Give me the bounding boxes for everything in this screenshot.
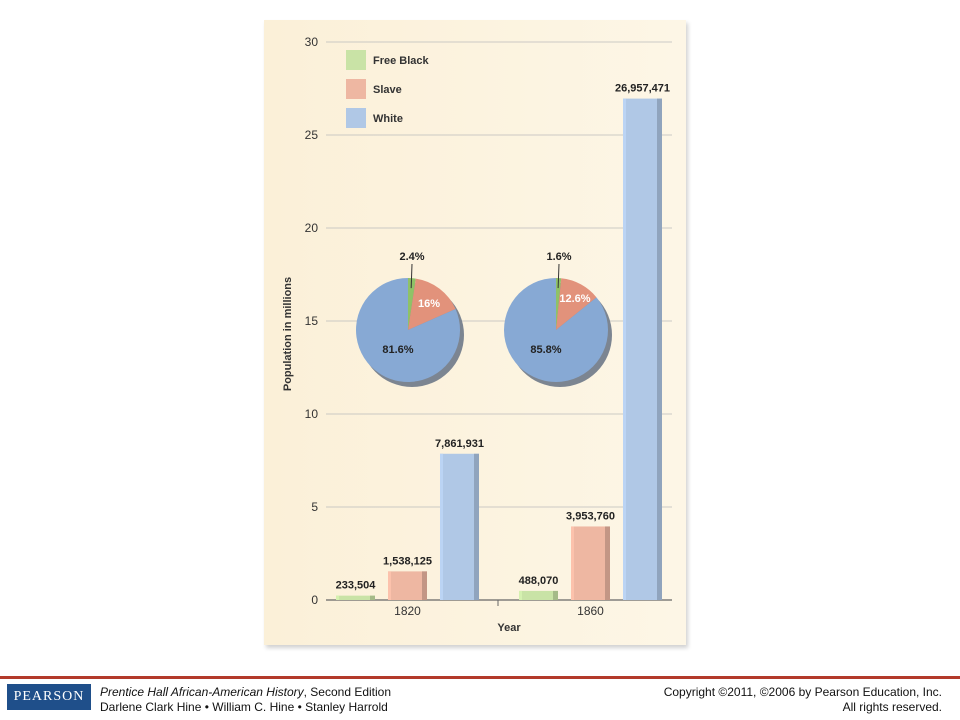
pearson-logo: PEARSON bbox=[7, 684, 91, 710]
rights-text: All rights reserved. bbox=[842, 700, 942, 714]
bar-white-1820 bbox=[440, 453, 479, 600]
bar-free-black-1820 bbox=[336, 595, 375, 600]
book-authors: Darlene Clark Hine • William C. Hine • S… bbox=[100, 700, 388, 714]
footer-divider bbox=[0, 676, 960, 679]
y-tick-label-5: 5 bbox=[311, 500, 318, 514]
bar-white-1860 bbox=[623, 98, 662, 601]
pie-label-free-black-1860: 1.6% bbox=[546, 251, 571, 263]
legend-label-white: White bbox=[373, 113, 403, 125]
legend-label-slave: Slave bbox=[373, 84, 402, 96]
pie-slice-white-1820 bbox=[356, 278, 460, 382]
y-axis-title: Population in millions bbox=[282, 277, 294, 391]
bar-highlight-slave-1820 bbox=[388, 571, 391, 600]
bar-edge-free-black-1820 bbox=[370, 595, 375, 600]
y-tick-label-25: 25 bbox=[305, 128, 319, 142]
x-tick-label-1860: 1860 bbox=[577, 604, 604, 618]
pie-label-free-black-1820: 2.4% bbox=[399, 251, 424, 263]
data-label-free-black-1820: 233,504 bbox=[336, 580, 377, 592]
data-label-white-1820: 7,861,931 bbox=[435, 438, 484, 450]
footer-citation: Prentice Hall African-American History, … bbox=[100, 685, 391, 715]
y-tick-label-10: 10 bbox=[305, 407, 319, 421]
pie-slice-slave-1860 bbox=[556, 278, 597, 330]
bar-edge-free-black-1860 bbox=[553, 590, 558, 600]
data-label-white-1860: 26,957,471 bbox=[615, 83, 670, 95]
pie-label-white-1860: 85.8% bbox=[530, 344, 561, 356]
bar-highlight-free-black-1860 bbox=[519, 590, 522, 600]
y-tick-label-0: 0 bbox=[311, 593, 318, 607]
data-label-free-black-1860: 488,070 bbox=[519, 575, 559, 587]
bar-highlight-slave-1860 bbox=[571, 526, 574, 600]
legend-swatch-slave bbox=[346, 79, 366, 99]
bar-slave-1860 bbox=[571, 526, 610, 600]
footer-copyright: Copyright ©2011, ©2006 by Pearson Educat… bbox=[664, 685, 942, 715]
pie-leader-line-1820 bbox=[410, 263, 413, 289]
chart-panel: 0 5 10 15 20 25 30 Population in millions 233,50… bbox=[264, 20, 686, 645]
data-label-slave-1860: 3,953,760 bbox=[566, 510, 615, 522]
copyright-text: Copyright ©2011, ©2006 by Pearson Educat… bbox=[663, 685, 942, 699]
y-tick-label-30: 30 bbox=[305, 35, 319, 49]
legend-swatch-white bbox=[346, 108, 366, 128]
bar-edge-slave-1820 bbox=[422, 571, 427, 600]
book-title: Prentice Hall African-American History bbox=[100, 685, 304, 699]
bar-edge-white-1820 bbox=[474, 453, 479, 600]
bar-edge-slave-1860 bbox=[605, 526, 610, 600]
pie-slice-free-black-1860 bbox=[556, 278, 562, 330]
x-axis-title: Year bbox=[497, 622, 521, 634]
bar-slave-1820 bbox=[388, 571, 427, 600]
legend-swatch-free-black bbox=[346, 50, 366, 70]
pie-label-slave-1820: 16% bbox=[418, 298, 440, 310]
pie-slice-white-1860 bbox=[504, 278, 608, 382]
data-label-slave-1820: 1,538,125 bbox=[383, 555, 432, 567]
bar-edge-white-1860 bbox=[657, 98, 662, 601]
book-edition: , Second Edition bbox=[303, 685, 392, 699]
bar-free-black-1860 bbox=[519, 590, 558, 600]
bar-highlight-white-1860 bbox=[623, 98, 626, 601]
x-tick-label-1820: 1820 bbox=[394, 604, 421, 618]
y-tick-label-20: 20 bbox=[305, 221, 319, 235]
y-tick-label-15: 15 bbox=[305, 314, 319, 328]
population-chart: 0 5 10 15 20 25 30 Population in millions 233,50… bbox=[282, 35, 672, 634]
pie-leader-line-1860 bbox=[557, 263, 560, 289]
pie-label-slave-1860: 12.6% bbox=[559, 293, 590, 305]
pie-label-white-1820: 81.6% bbox=[382, 344, 413, 356]
bar-highlight-white-1820 bbox=[440, 453, 443, 600]
pie-slice-slave-1820 bbox=[408, 278, 456, 330]
legend-label-free-black: Free Black bbox=[373, 55, 430, 67]
bar-highlight-free-black-1820 bbox=[336, 595, 339, 600]
pie-slice-free-black-1820 bbox=[408, 278, 416, 330]
